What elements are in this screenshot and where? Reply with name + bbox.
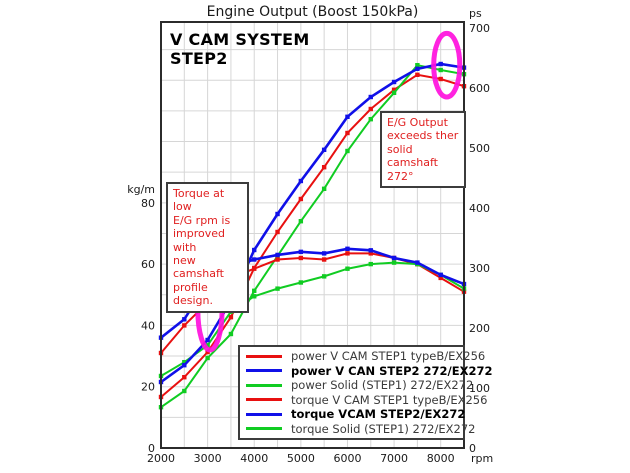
- legend-item-0: power V CAM STEP1 typeB/EX256: [246, 349, 485, 363]
- right-axis-tick: 300: [469, 262, 490, 275]
- legend-item-1: power V CAN STEP2 272/EX272: [246, 364, 492, 378]
- legend-label: power V CAN STEP2 272/EX272: [291, 363, 493, 378]
- vcam-system-label: V CAM SYSTEM STEP2: [170, 30, 310, 68]
- right-axis-tick: 0: [469, 442, 476, 455]
- legend-color-line: [246, 354, 282, 358]
- legend-label: power Solid (STEP1) 272/EX272: [291, 378, 474, 393]
- legend-label: power V CAM STEP1 typeB/EX256: [291, 349, 486, 364]
- left-axis-tick: 20: [141, 381, 155, 394]
- legend-color-line: [246, 369, 282, 373]
- legend-color-line: [246, 383, 282, 387]
- left-axis-tick: 60: [141, 258, 155, 271]
- x-axis-tick: 5000: [287, 452, 315, 465]
- annotation-torque-note: Torque at low E/G rpm is improved with n…: [166, 182, 249, 313]
- left-axis-tick: 80: [141, 197, 155, 210]
- x-axis-tick: 6000: [333, 452, 361, 465]
- right-axis-tick: 100: [469, 382, 490, 395]
- right-axis-tick: 500: [469, 142, 490, 155]
- legend-color-line: [246, 412, 282, 416]
- axis-tick-labels: 0 20 40 60 80 0 100 200 300 400 500 600 700 2000 3000 4…: [127, 7, 493, 465]
- legend-label: torque VCAM STEP2/EX272: [291, 407, 466, 422]
- right-axis-tick: 200: [469, 322, 490, 335]
- legend-label: torque V CAM STEP1 typeB/EX256: [291, 392, 488, 407]
- annotation-output-note: E/G Output exceeds ther solid camshaft 2…: [380, 111, 466, 189]
- left-axis-tick: 40: [141, 319, 155, 332]
- legend-color-line: [246, 427, 282, 431]
- highlight-ellipse-high-rpm-output-gain: [431, 30, 463, 100]
- x-axis-tick: 4000: [240, 452, 268, 465]
- right-axis-tick: 600: [469, 82, 490, 95]
- chart-title: Engine Output (Boost 150kPa): [206, 4, 419, 20]
- left-axis-unit-label: kg/m: [127, 183, 155, 196]
- legend-item-5: torque Solid (STEP1) 272/EX272: [246, 422, 475, 436]
- legend-item-4: torque VCAM STEP2/EX272: [246, 407, 465, 421]
- legend-item-2: power Solid (STEP1) 272/EX272: [246, 378, 473, 392]
- legend-color-line: [246, 398, 282, 402]
- x-axis-tick: 3000: [194, 452, 222, 465]
- plot-frame: [160, 21, 465, 449]
- x-axis-tick: 8000: [427, 452, 455, 465]
- x-axis-tick: 2000: [147, 452, 175, 465]
- right-axis-tick: 400: [469, 202, 490, 215]
- legend-label: torque Solid (STEP1) 272/EX272: [291, 421, 476, 436]
- legend: power V CAM STEP1 typeB/EX256 power V CAN…: [238, 345, 492, 440]
- legend-item-3: torque V CAM STEP1 typeB/EX256: [246, 393, 487, 407]
- left-axis-tick: 0: [148, 442, 155, 455]
- x-axis-unit-label: rpm: [471, 452, 493, 465]
- right-axis-tick: 700: [469, 22, 490, 35]
- x-axis-tick: 7000: [380, 452, 408, 465]
- right-axis-unit-label: ps: [469, 7, 482, 20]
